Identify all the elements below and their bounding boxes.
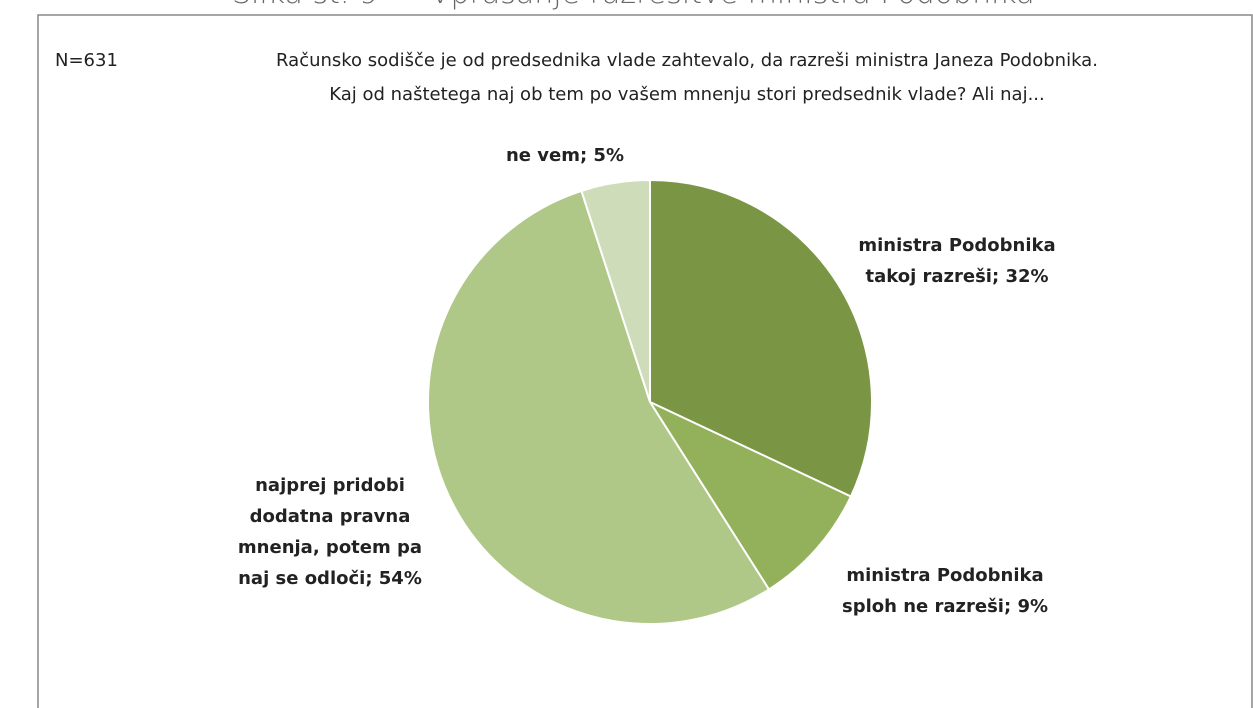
slice-label: najprej pridobi dodatna pravna mnenja, p… <box>237 475 423 589</box>
sample-size: N=631 <box>55 50 118 71</box>
slice-label: ministra Podobnika sploh ne razreši; 9% <box>842 565 1048 617</box>
slice-label: ne vem; 5% <box>505 145 624 166</box>
pie-slice <box>427 189 771 625</box>
pie <box>427 178 873 625</box>
chart-title: Kaj od naštetega naj ob tem po vašem mne… <box>329 84 1045 105</box>
pie-slice <box>580 178 651 403</box>
pie-slice <box>647 399 853 591</box>
header-title: Vprašanje razrešitve ministra Podobnika <box>430 0 1035 11</box>
pie-slice <box>649 178 873 498</box>
chart-title: Računsko sodišče je od predsednika vlade… <box>276 50 1098 71</box>
header-number: Slika št. 9 <box>232 0 378 11</box>
slice-label: ministra Podobnika takoj razreši; 32% <box>858 235 1056 287</box>
frame <box>37 14 1253 708</box>
